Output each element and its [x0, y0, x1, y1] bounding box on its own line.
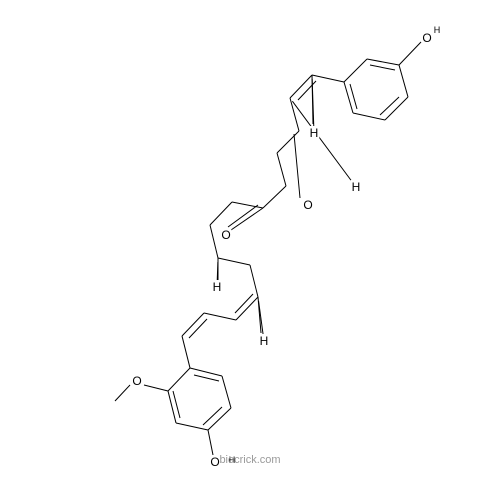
bond [228, 205, 258, 227]
bond [298, 81, 316, 100]
bond [312, 75, 344, 82]
bond [194, 375, 219, 381]
atom-H4: H [213, 280, 222, 294]
bond [168, 391, 176, 423]
bond [290, 98, 299, 131]
bond [203, 407, 222, 425]
bond [250, 265, 258, 297]
bond [231, 208, 263, 230]
bond [277, 153, 286, 186]
atom-O2: O [303, 198, 312, 212]
bond [210, 202, 232, 225]
bond [294, 134, 300, 198]
bond [344, 59, 367, 82]
atom-O4: O [132, 374, 141, 388]
bond [385, 97, 408, 120]
atom-H5: H [260, 334, 269, 348]
bond [380, 97, 399, 115]
bond [189, 319, 207, 338]
bond [168, 368, 190, 391]
bond [176, 423, 208, 430]
atom-O5: O [210, 455, 219, 469]
bond [290, 75, 312, 98]
bond [222, 376, 231, 408]
bond [115, 385, 130, 401]
bond [367, 59, 399, 65]
molecule-diagram: OHHHOOHHOOH biocrick.com [0, 0, 500, 500]
bond [235, 294, 253, 313]
bond [182, 313, 204, 336]
atom-labels: OHHHOOHHOOH [132, 25, 442, 470]
atom-O1: O [422, 31, 431, 45]
bond [344, 82, 353, 113]
bond [399, 65, 408, 97]
bond [370, 65, 395, 70]
bond [217, 262, 218, 280]
bond [144, 385, 168, 391]
bond [182, 336, 190, 368]
atom-H1: H [434, 25, 441, 35]
bond [204, 313, 236, 320]
atom-H2: H [310, 126, 319, 140]
bond [353, 113, 385, 120]
bond [399, 42, 421, 65]
bond [232, 202, 263, 208]
watermark-text: biocrick.com [219, 454, 280, 466]
bond [210, 225, 218, 258]
bonds [115, 42, 421, 455]
bond [263, 186, 286, 208]
bond [208, 408, 231, 430]
bond [218, 258, 250, 265]
atom-H3: H [352, 180, 361, 194]
atom-O3: O [221, 228, 230, 242]
bond [292, 101, 351, 181]
bond [208, 430, 213, 455]
